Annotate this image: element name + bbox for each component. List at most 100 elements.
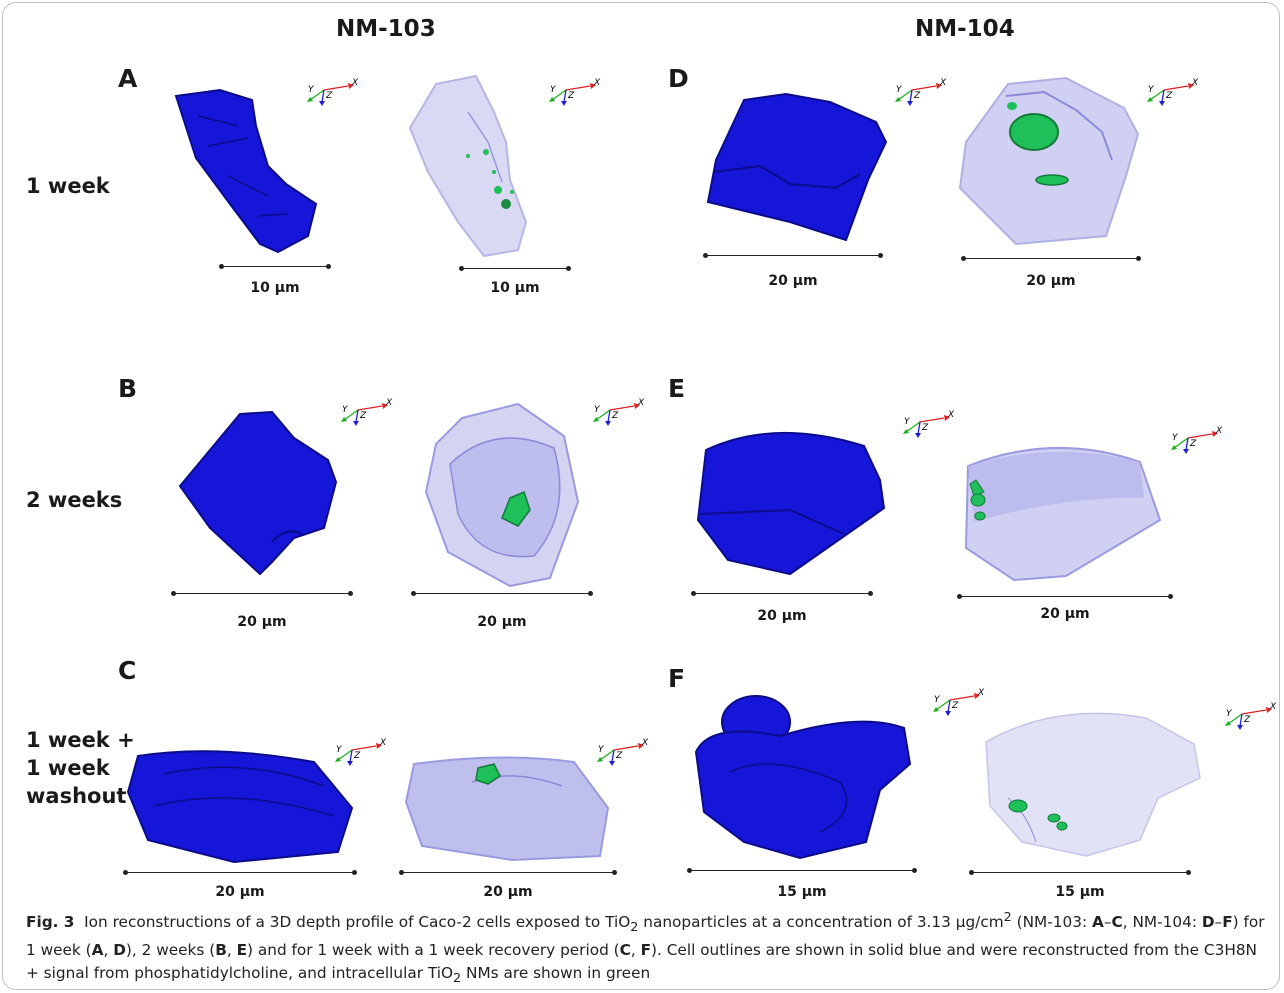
svg-text:X: X [947,410,955,420]
row-label-washout-line2: 1 week [26,756,110,780]
column-header-nm104: NM-104 [915,16,1015,42]
svg-text:X: X [1269,702,1277,712]
scale-label-d2: 20 µm [1026,273,1076,289]
scale-label-f2: 15 µm [1055,884,1105,900]
panel-letter-b: B [118,374,138,403]
cell-image-a-transparent [408,74,528,258]
panel-letter-a: A [118,64,138,93]
svg-text:X: X [641,738,649,748]
svg-text:Y: Y [550,85,557,95]
scale-label-e2: 20 µm [1040,606,1090,622]
cell-image-d-transparent [958,76,1140,246]
scale-bar-c1 [123,869,357,875]
svg-text:X: X [1191,78,1199,88]
panel-letter-e: E [668,374,686,403]
scale-bar-c2 [399,869,617,875]
cell-image-c-transparent [404,756,610,862]
svg-text:Z: Z [1189,439,1197,449]
axis-z-label: Z [325,91,333,101]
scale-bar-e2 [957,593,1173,599]
scale-bar-a2 [459,265,571,271]
scale-bar-b1 [171,590,353,596]
panel-letter-f: F [668,664,686,693]
svg-text:X: X [977,688,985,698]
svg-text:Z: Z [1165,91,1173,101]
scale-label-b2: 20 µm [477,614,527,630]
svg-text:X: X [939,78,947,88]
row-label-1-week: 1 week [26,174,110,198]
figure-label: Fig. 3 [26,913,75,932]
svg-text:Z: Z [951,701,959,711]
scale-label-c2: 20 µm [483,884,533,900]
svg-text:Y: Y [594,405,601,415]
column-header-nm103: NM-103 [336,16,436,42]
svg-text:Z: Z [913,91,921,101]
axis-icon-c1: X YZ [335,738,387,766]
row-label-washout-line3: washout [26,784,127,808]
svg-text:Z: Z [359,411,367,421]
cell-image-c-solid [126,750,354,864]
svg-text:Y: Y [336,745,343,755]
scale-bar-d2 [961,255,1141,261]
panel-letter-d: D [668,64,689,93]
svg-text:Y: Y [896,85,903,95]
scale-label-a2: 10 µm [490,280,540,296]
cell-image-e-transparent [964,447,1162,582]
svg-text:Y: Y [1172,433,1179,443]
svg-text:Z: Z [615,751,623,761]
svg-text:X: X [637,398,645,408]
svg-text:Z: Z [921,423,929,433]
axis-icon-a2: X YZ [549,78,601,106]
cell-image-b-transparent [424,402,580,588]
scale-label-a1: 10 µm [250,280,300,296]
svg-text:Y: Y [1226,709,1233,719]
row-label-2-weeks: 2 weeks [26,488,123,512]
svg-text:X: X [379,738,387,748]
svg-text:X: X [593,78,601,88]
scale-label-c1: 20 µm [215,884,265,900]
scale-label-d1: 20 µm [768,273,818,289]
axis-icon-d2: X YZ [1147,78,1199,106]
cell-image-f-solid [694,695,912,860]
svg-text:Z: Z [1243,715,1251,725]
panel-letter-c: C [118,656,137,685]
scale-bar-e1 [691,590,873,596]
svg-text:Y: Y [904,417,911,427]
scale-bar-d1 [703,252,883,258]
cell-image-d-solid [706,92,888,242]
axis-icon-b2: X YZ [593,398,645,426]
axis-icon-b1: X YZ [341,398,393,426]
svg-text:X: X [1215,426,1223,436]
svg-text:Z: Z [611,411,619,421]
svg-text:Z: Z [353,751,361,761]
scale-bar-f2 [969,869,1191,875]
scale-label-b1: 20 µm [237,614,287,630]
scale-label-e1: 20 µm [757,608,807,624]
axis-y-label: Y [308,85,315,95]
scale-bar-a1 [219,263,331,269]
svg-text:Y: Y [342,405,349,415]
svg-text:X: X [385,398,393,408]
axis-icon-e1: X YZ [903,410,955,438]
svg-text:Y: Y [1148,85,1155,95]
cell-image-b-solid [178,410,338,576]
axis-icon-e2: X YZ [1171,426,1223,454]
figure-caption: Fig. 3 Ion reconstructions of a 3D depth… [26,910,1265,987]
scale-bar-b2 [411,590,593,596]
axis-icon-f2: X YZ [1225,702,1277,730]
scale-label-f1: 15 µm [777,884,827,900]
cell-image-e-solid [696,431,886,576]
svg-text:Z: Z [567,91,575,101]
axis-icon-c2: X YZ [597,738,649,766]
axis-icon-f1: X YZ [933,688,985,716]
cell-image-f-transparent [985,712,1201,857]
svg-text:Y: Y [598,745,605,755]
axis-icon-a1: X YZ [307,78,359,106]
svg-text:Y: Y [934,695,941,705]
cell-image-a-solid [174,88,318,254]
axis-icon-d1: X YZ [895,78,947,106]
scale-bar-f1 [687,867,917,873]
axis-x-label: X [351,78,359,88]
row-label-washout: 1 week + 1 week washout [26,726,135,810]
